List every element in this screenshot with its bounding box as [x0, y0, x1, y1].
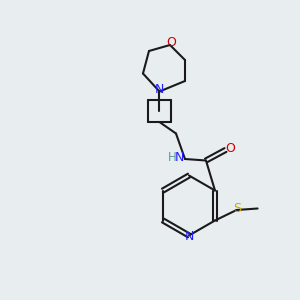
Text: H: H: [168, 151, 177, 164]
Text: S: S: [233, 202, 242, 215]
Text: N: N: [155, 83, 164, 96]
Text: O: O: [225, 142, 235, 155]
Text: N: N: [175, 151, 184, 164]
Text: O: O: [167, 35, 176, 49]
Text: N: N: [184, 230, 194, 244]
